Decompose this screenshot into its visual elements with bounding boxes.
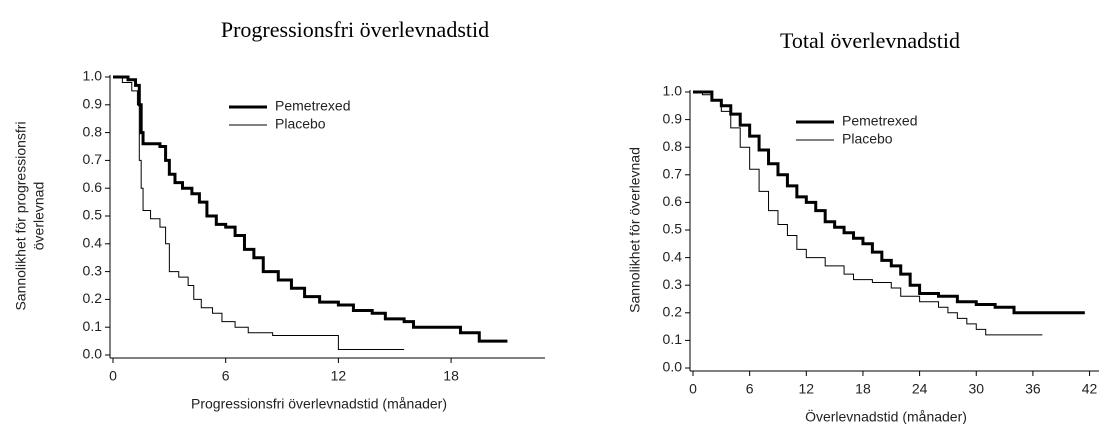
x-tick-label: 18 <box>855 381 871 397</box>
y-tick-label: 0.6 <box>663 193 683 209</box>
y-tick-label: 0.2 <box>663 304 683 320</box>
survival-curve <box>693 90 1085 315</box>
y-tick-label: 0.7 <box>83 151 103 167</box>
x-axis-label: Progressionsfri överlevnadstid (månader) <box>191 396 447 412</box>
survival-curve <box>693 91 1043 336</box>
legend-label: Placebo <box>275 116 326 132</box>
y-axis-label: Sannolikhet för progressionsfri <box>13 121 29 310</box>
y-tick-label: 0.9 <box>83 96 103 112</box>
y-tick-label: 0.4 <box>663 248 683 264</box>
x-tick-label: 36 <box>1025 381 1041 397</box>
y-axis-label: överlevnad <box>31 182 47 251</box>
x-axis-label: Överlevnadstid (månader) <box>805 408 967 424</box>
x-tick-label: 18 <box>443 368 459 384</box>
x-tick-label: 0 <box>109 368 117 384</box>
x-tick-label: 6 <box>746 381 754 397</box>
x-tick-label: 42 <box>1082 381 1098 397</box>
y-tick-label: 0.1 <box>663 331 683 347</box>
y-tick-label: 1.0 <box>663 83 683 99</box>
y-tick-label: 0.5 <box>83 207 103 223</box>
survival-curve <box>113 76 405 350</box>
x-tick-label: 30 <box>968 381 984 397</box>
y-tick-label: 0.3 <box>83 262 103 278</box>
y-tick-label: 0.7 <box>663 166 683 182</box>
y-tick-label: 0.1 <box>83 318 103 334</box>
y-tick-label: 1.0 <box>83 68 103 84</box>
y-tick-label: 0.5 <box>663 221 683 237</box>
survival-curve <box>113 75 508 343</box>
y-tick-label: 0.8 <box>83 123 103 139</box>
y-tick-label: 0.0 <box>663 359 683 375</box>
x-tick-label: 24 <box>912 381 928 397</box>
chart-title: Progressionsfri överlevnadstid <box>221 17 489 42</box>
x-tick-label: 12 <box>799 381 815 397</box>
x-tick-label: 0 <box>689 381 697 397</box>
chart: Total överlevnadstid 0.0 0.1 0.2 0.3 0.4 0.5 0.… <box>627 28 1099 424</box>
y-tick-label: 0.8 <box>663 138 683 154</box>
chart: Progressionsfri överlevnadstid 0.0 0.1 0.2 0… <box>13 17 545 412</box>
y-tick-label: 0.9 <box>663 110 683 126</box>
legend-label: Pemetrexed <box>275 98 350 114</box>
y-tick-label: 0.0 <box>83 346 103 362</box>
chart-title: Total överlevnadstid <box>780 28 960 53</box>
legend-label: Placebo <box>842 131 893 147</box>
y-axis-label: Sannolikhet för överlevnad <box>627 147 643 313</box>
y-tick-label: 0.3 <box>663 276 683 292</box>
x-tick-label: 6 <box>222 368 230 384</box>
y-tick-label: 0.4 <box>83 235 103 251</box>
x-tick-label: 12 <box>331 368 347 384</box>
legend-label: Pemetrexed <box>842 113 917 129</box>
y-tick-label: 0.6 <box>83 179 103 195</box>
y-tick-label: 0.2 <box>83 290 103 306</box>
